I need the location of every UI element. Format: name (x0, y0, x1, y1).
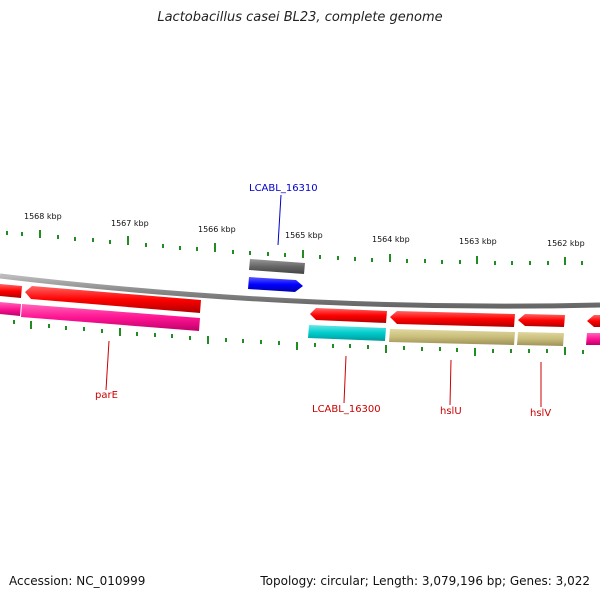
ruler-label: 1565 kbp (285, 231, 323, 240)
ruler-label: 1566 kbp (198, 225, 236, 234)
leader-lcabl-16300 (343, 355, 347, 404)
leader-hslu (449, 359, 452, 406)
map-title: Lactobacillus casei BL23, complete genom… (157, 10, 443, 25)
cds-hslv-arrow[interactable] (518, 314, 565, 327)
cds-pare-arrow[interactable] (25, 286, 201, 313)
gene-label-hslv[interactable]: hslV (530, 408, 551, 419)
gene-label-hslu[interactable]: hslU (440, 406, 462, 417)
inner-ticks (13, 320, 584, 356)
gene-pink-left-edge[interactable] (0, 302, 21, 316)
cds-lcabl-16300-arrow[interactable] (310, 308, 387, 323)
gene-lcabl-16300-feature[interactable] (308, 325, 386, 341)
gene-lcabl-16310-arrow[interactable] (248, 277, 303, 292)
ruler-label: 1564 kbp (372, 235, 410, 244)
gene-pare-feature[interactable] (21, 304, 200, 331)
cds-hslu-arrow[interactable] (390, 311, 515, 327)
cds-right-edge[interactable] (587, 315, 600, 327)
outer-ticks (6, 230, 583, 265)
gene-hslu-feature[interactable] (389, 329, 515, 345)
ruler-label: 1562 kbp (547, 239, 585, 248)
leader-pare (105, 340, 110, 391)
ruler-label: 1568 kbp (24, 212, 62, 221)
ruler-label: 1563 kbp (459, 237, 497, 246)
ruler-label: 1567 kbp (111, 219, 149, 228)
gene-hslv-feature[interactable] (517, 332, 564, 346)
cds-left-edge[interactable] (0, 284, 22, 298)
gene-pink-right-edge[interactable] (586, 333, 600, 345)
gene-gray-feature[interactable] (249, 259, 305, 274)
genome-summary-text: Topology: circular; Length: 3,079,196 bp… (260, 574, 590, 588)
gene-label-lcabl-16300[interactable]: LCABL_16300 (312, 404, 381, 415)
gene-label-lcabl-16310[interactable]: LCABL_16310 (249, 183, 318, 194)
accession-text: Accession: NC_010999 (9, 574, 146, 588)
gene-label-pare[interactable]: parE (95, 390, 118, 401)
leader-lcabl-16310 (277, 194, 282, 246)
genome-backbone (0, 273, 600, 309)
